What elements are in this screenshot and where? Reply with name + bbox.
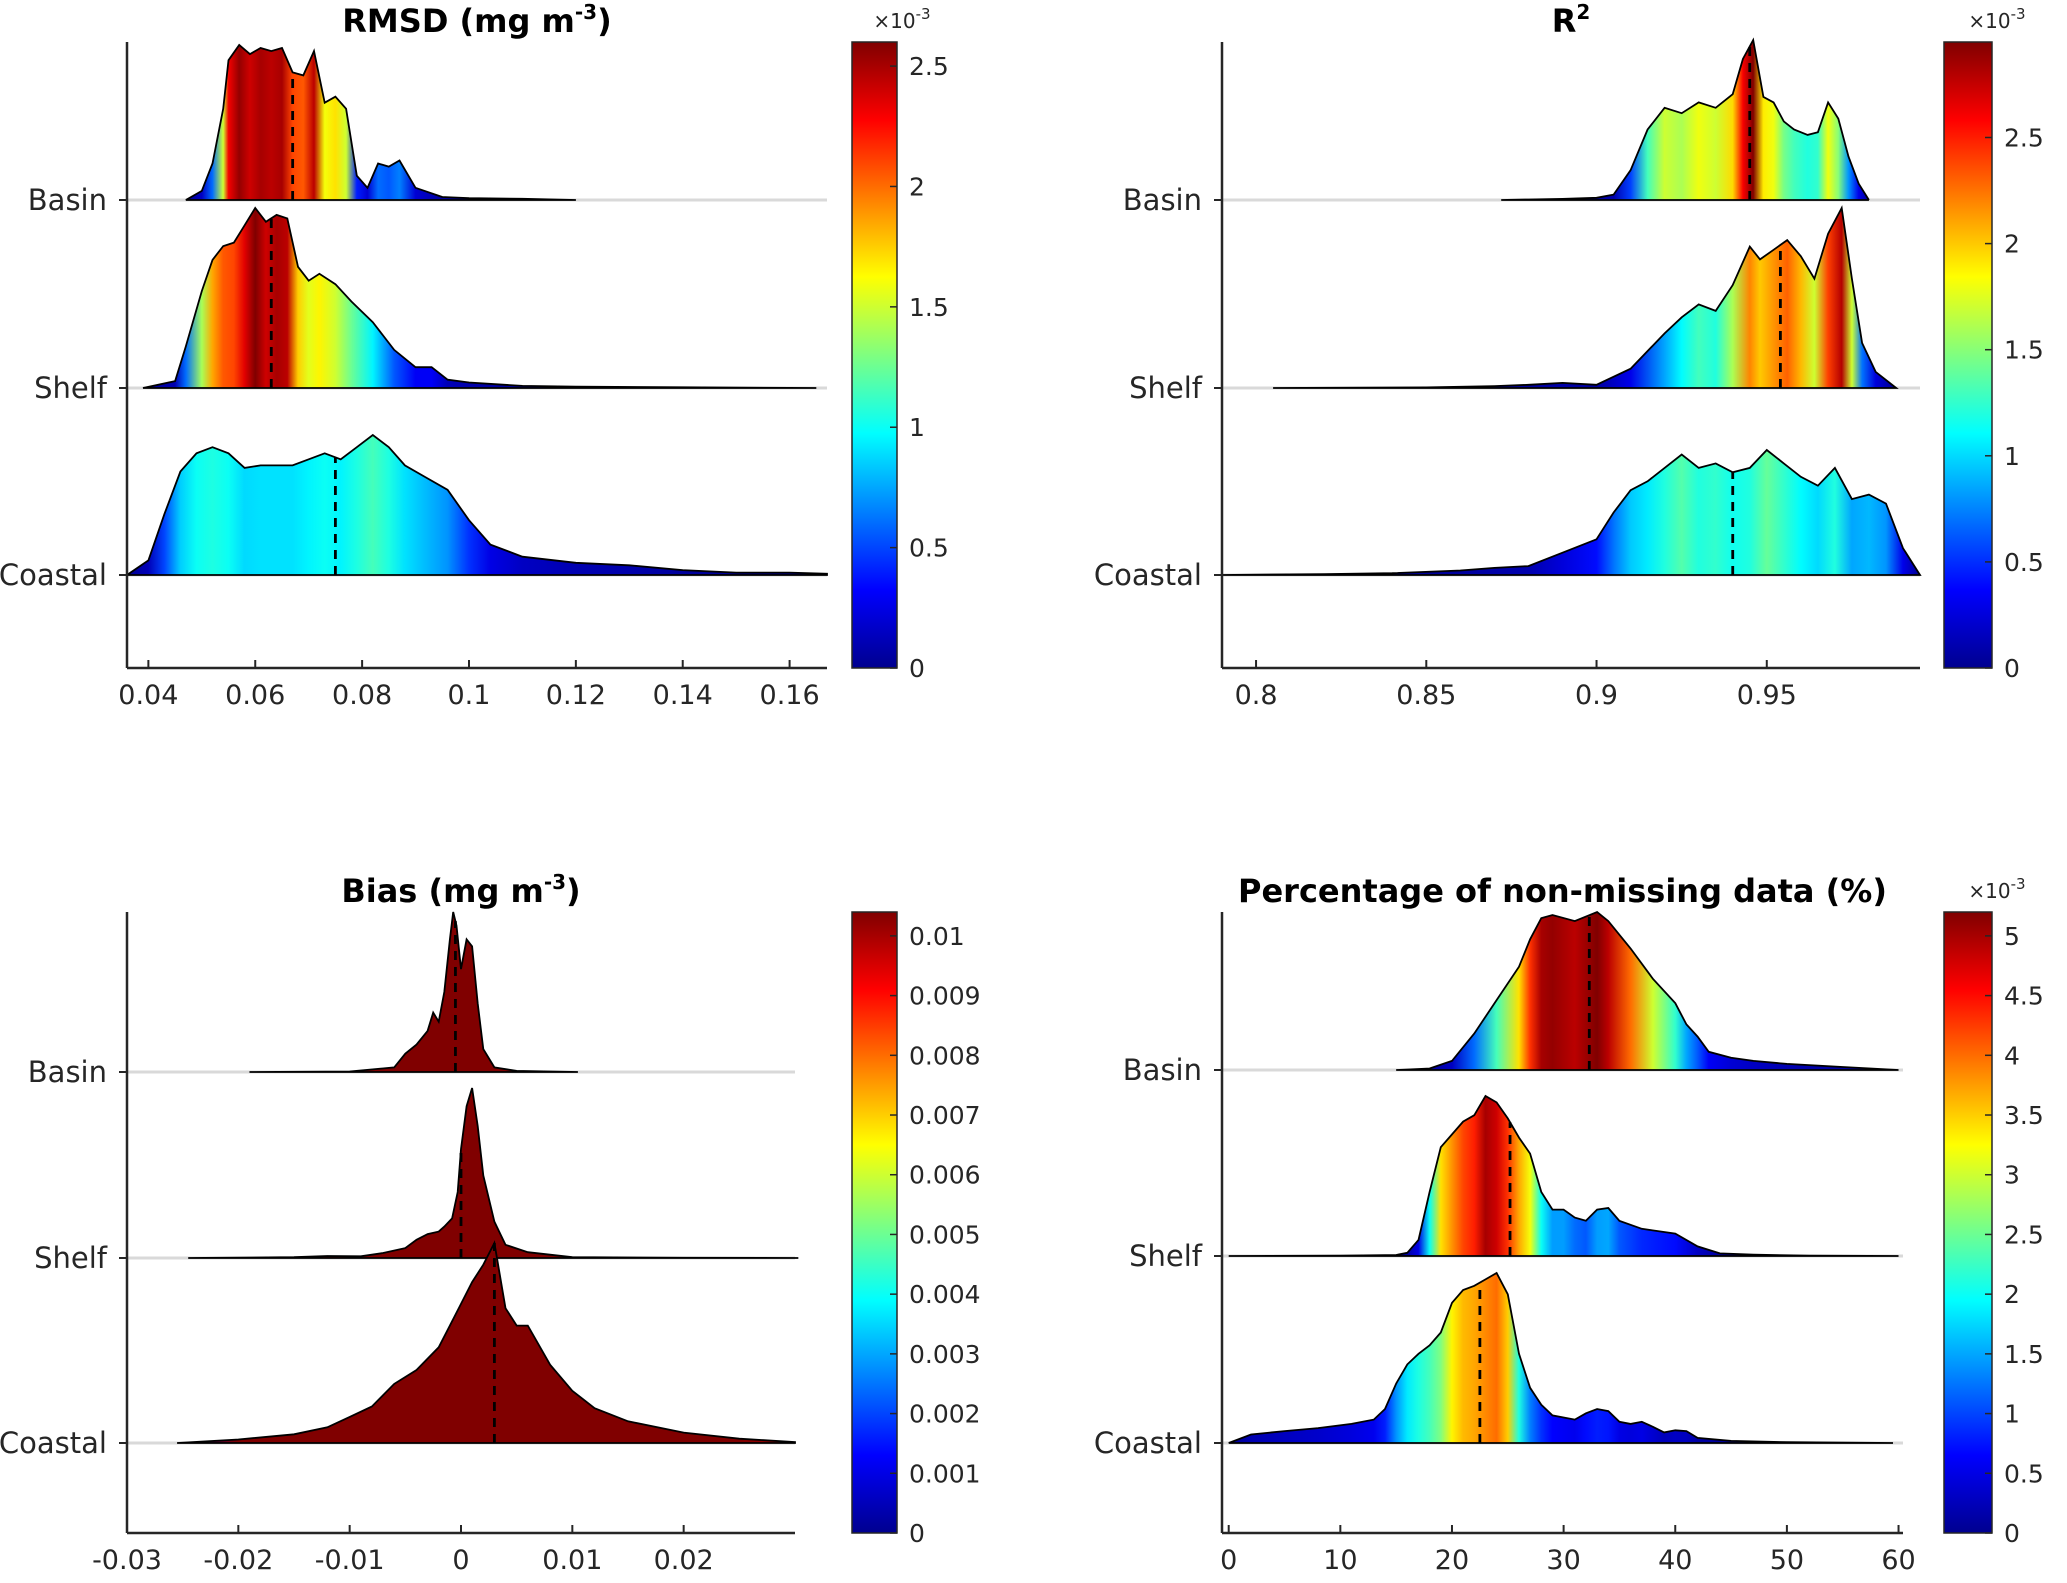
x-tick-label: 50 [1770,1545,1804,1576]
category-label: Shelf [34,1241,108,1275]
colorbar [851,41,898,669]
colorbar-tick-label: 2 [909,172,925,201]
category-label: Shelf [1129,371,1203,405]
x-tick-label: 0.06 [225,680,285,711]
colorbar-tick-label: 0.5 [2004,548,2044,577]
colorbar-tick-label: 3.5 [2004,1101,2044,1130]
density-shelf [188,1087,799,1259]
density-shelf [1228,1094,1899,1257]
x-tick-label: 40 [1658,1545,1692,1576]
density-basin [1501,37,1870,201]
colorbar-tick-label: 0.002 [909,1400,981,1429]
density-shelf [1273,205,1899,389]
x-tick-label: 0.95 [1737,680,1797,711]
category-label: Coastal [0,1426,107,1460]
x-tick-label: 0 [1220,1545,1237,1576]
colorbar-tick-label: 0.008 [909,1041,981,1070]
density-coastal [177,1240,796,1444]
density-basin [249,911,578,1073]
colorbar-tick-label: 0.005 [909,1220,981,1249]
colorbar-tick-label: 2.5 [2004,1220,2044,1249]
x-tick-label: 10 [1323,1545,1357,1576]
chart-title: RMSD (mg m-3) [342,0,611,40]
colorbar-multiplier: ×10-3 [1968,875,2025,903]
colorbar [851,911,898,1534]
panel-1: RMSD (mg m-3) Basin Shelf Coastal 0.04 0.06 0.… [0,0,949,711]
colorbar-multiplier: ×10-3 [873,5,930,33]
category-label: Basin [1123,1053,1202,1087]
panel-3: Bias (mg m-3) Basin Shelf Coastal -0.03 -0.02… [0,870,981,1576]
colorbar-tick-label: 0.003 [909,1340,981,1369]
x-tick-label: -0.02 [203,1545,273,1576]
colorbar-tick-label: 1.5 [2004,1340,2044,1369]
x-tick-label: 0.12 [546,680,606,711]
x-tick-label: 0.1 [448,680,491,711]
colorbar-tick-label: 3 [2004,1161,2020,1190]
colorbar-tick-label: 0.5 [2004,1459,2044,1488]
colorbar-tick-label: 0.004 [909,1280,981,1309]
x-tick-label: -0.03 [92,1545,162,1576]
density-coastal [124,433,828,576]
colorbar-tick-label: 0 [909,1519,925,1548]
x-tick-label: 0.04 [118,680,178,711]
chart-title: Bias (mg m-3) [341,870,580,910]
colorbar-tick-label: 0.006 [909,1161,981,1190]
x-tick-label: 0.01 [542,1545,602,1576]
colorbar-tick-label: 0.5 [909,534,949,563]
category-label: Coastal [1094,1426,1202,1460]
chart-title: R2 [1552,0,1591,40]
x-tick-label: 0.9 [1575,680,1618,711]
colorbar-tick-label: 1 [2004,442,2020,471]
category-label: Coastal [1094,558,1202,592]
x-tick-label: 0.14 [653,680,713,711]
colorbar-tick-label: 1.5 [2004,336,2044,365]
colorbar-tick-label: 1.5 [909,293,949,322]
x-tick-label: 60 [1881,1545,1915,1576]
x-tick-label: 0 [452,1545,469,1576]
colorbar-multiplier: ×10-3 [1968,5,2025,33]
density-coastal [1221,448,1922,576]
panel-4: Percentage of non-missing data (%) Basin S… [1094,872,2044,1576]
colorbar-tick-label: 1 [2004,1400,2020,1429]
x-tick-label: 20 [1435,1545,1469,1576]
colorbar-tick-label: 1 [909,413,925,442]
x-tick-label: -0.01 [315,1545,385,1576]
density-basin [185,43,576,201]
colorbar-tick-label: 2 [2004,230,2020,259]
density-shelf [142,206,817,389]
colorbar-tick-label: 0 [2004,654,2020,683]
x-tick-label: 0.08 [332,680,392,711]
panel-2: R2 Basin Shelf Coastal 0.8 0.85 0.9 0.95 0 0.5 1 1.… [1094,0,2044,711]
category-label: Basin [28,1055,107,1089]
colorbar-tick-label: 0 [2004,1519,2020,1548]
category-label: Basin [28,183,107,217]
colorbar-tick-label: 2.5 [2004,123,2044,152]
colorbar-tick-label: 4.5 [2004,982,2044,1011]
category-label: Basin [1123,183,1202,217]
category-label: Shelf [34,371,108,405]
category-label: Coastal [0,558,107,592]
chart-title: Percentage of non-missing data (%) [1238,872,1887,910]
colorbar-tick-label: 5 [2004,922,2020,951]
colorbar-tick-label: 2.5 [909,52,949,81]
x-tick-label: 0.85 [1396,680,1456,711]
density-coastal [1228,1271,1894,1444]
category-label: Shelf [1129,1239,1203,1273]
colorbar-tick-label: 0.007 [909,1101,981,1130]
x-tick-label: 30 [1546,1545,1580,1576]
colorbar [1943,41,1993,669]
colorbar-tick-label: 0.001 [909,1459,981,1488]
x-tick-label: 0.02 [654,1545,714,1576]
colorbar [1943,911,1993,1534]
x-tick-label: 0.16 [760,680,820,711]
density-basin [1396,910,1899,1071]
colorbar-tick-label: 0 [909,654,925,683]
colorbar-tick-label: 4 [2004,1041,2020,1070]
x-tick-label: 0.8 [1235,680,1278,711]
colorbar-tick-label: 0.01 [909,922,965,951]
colorbar-tick-label: 0.009 [909,982,981,1011]
colorbar-tick-label: 2 [2004,1280,2020,1309]
